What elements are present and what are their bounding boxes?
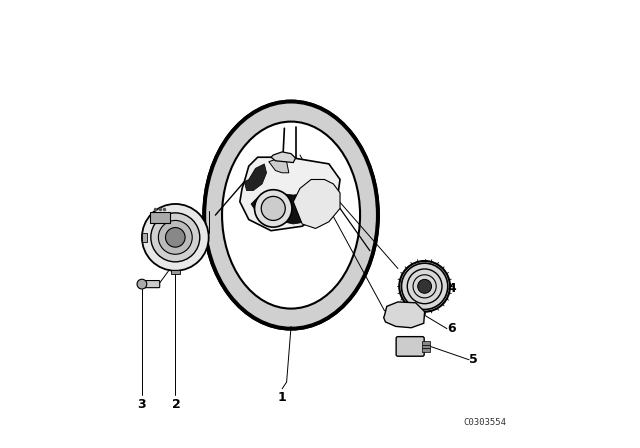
Polygon shape <box>269 159 289 173</box>
Bar <box>171 270 180 274</box>
FancyBboxPatch shape <box>396 336 424 356</box>
Polygon shape <box>271 152 296 163</box>
Circle shape <box>137 279 147 289</box>
Circle shape <box>158 220 192 254</box>
Polygon shape <box>251 193 324 224</box>
Circle shape <box>151 213 200 262</box>
Bar <box>422 345 431 348</box>
Ellipse shape <box>204 102 378 329</box>
Polygon shape <box>383 302 424 328</box>
Polygon shape <box>293 180 340 228</box>
Circle shape <box>399 261 450 312</box>
Text: 3: 3 <box>138 398 146 411</box>
Text: 4: 4 <box>447 282 456 295</box>
Text: 2: 2 <box>172 398 181 411</box>
Circle shape <box>255 190 292 227</box>
Bar <box>422 348 431 352</box>
Bar <box>142 233 147 242</box>
Polygon shape <box>240 157 340 231</box>
Circle shape <box>418 280 431 293</box>
Text: 5: 5 <box>469 353 478 366</box>
Circle shape <box>261 196 285 220</box>
Polygon shape <box>244 164 267 190</box>
Circle shape <box>142 204 209 271</box>
Text: 1: 1 <box>278 391 287 404</box>
Bar <box>422 341 431 345</box>
FancyBboxPatch shape <box>145 280 160 288</box>
Text: C0303554: C0303554 <box>463 418 506 426</box>
Bar <box>150 212 170 223</box>
Circle shape <box>166 228 185 247</box>
Ellipse shape <box>222 121 360 309</box>
Text: 6: 6 <box>447 322 456 335</box>
